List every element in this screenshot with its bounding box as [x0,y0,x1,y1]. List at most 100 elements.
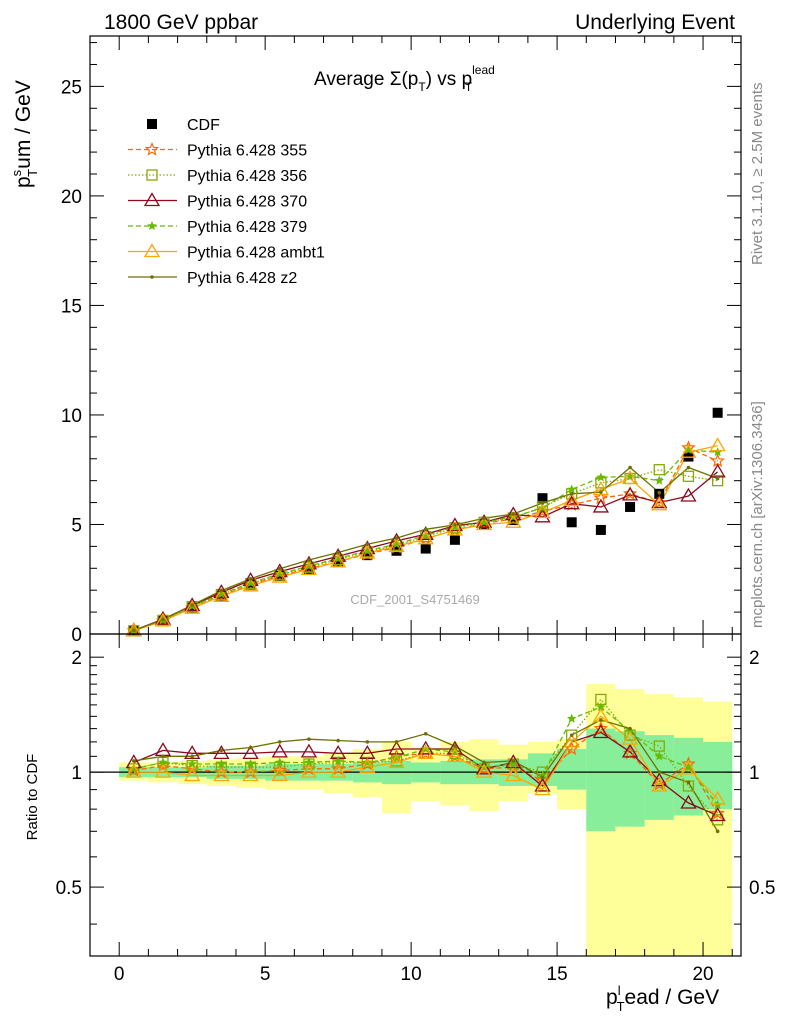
main-marker-pythia-6-428-370 [592,498,610,513]
ratio-marker-pythia-6-428-355 [476,761,492,775]
main-marker-pythia-6-428-355 [506,511,521,526]
ratio-marker-pythia-6-428-379 [654,751,664,761]
ratio-uncertainty-band-outer [673,697,704,956]
ratio-marker-pythia-6-428-z2 [686,780,691,785]
ratio-marker-pythia-6-428-z2 [277,740,282,744]
main-marker-pythia-6-428-z2 [511,512,516,516]
main-marker-pythia-6-428-ambt1 [417,530,434,545]
main-marker-pythia-6-428-356 [711,475,724,487]
ratio-marker-pythia-6-428-z2 [482,760,486,765]
ratio-marker-pythia-6-428-ambt1 [534,781,551,796]
main-marker-pythia-6-428-ambt1 [446,521,464,536]
legend-marker-pythia-6-428-z2 [150,275,154,279]
main-y-tick-label: 20 [61,187,82,208]
ratio-marker-pythia-6-428-379 [333,755,343,765]
main-marker-pythia-6-428-370 [505,506,522,521]
legend-marker-pythia-6-428-356 [146,169,158,181]
main-marker-pythia-6-428-379 [216,588,227,598]
main-marker-pythia-6-428-356 [653,464,665,476]
x-tick-label: 10 [401,964,422,985]
ratio-marker-pythia-6-428-z2 [131,759,136,763]
legend-marker-cdf [147,119,157,129]
ratio-marker-pythia-6-428-370 [154,742,172,757]
ratio-line-pythia-6-428-ambt1 [133,715,719,800]
ratio-marker-pythia-6-428-ambt1 [651,777,668,792]
main-marker-pythia-6-428-z2 [453,523,457,527]
main-marker-pythia-6-428-355 [535,503,550,518]
ratio-uncertainty-band-inner [557,748,587,790]
main-marker-pythia-6-428-379 [654,475,664,485]
ratio-marker-pythia-6-428-379 [245,759,256,769]
main-marker-cdf [362,550,373,561]
ratio-marker-pythia-6-428-ambt1 [154,763,172,778]
legend-label-pythia-6-428-355: Pythia 6.428 355 [187,143,307,160]
ratio-marker-pythia-6-428-370 [475,760,493,775]
ratio-marker-pythia-6-428-379 [508,759,519,769]
ratio-marker-pythia-6-428-379 [683,762,694,772]
ratio-marker-pythia-6-428-379 [216,759,227,769]
ratio-y-tick-label-right: 2 [749,648,760,669]
ratio-marker-pythia-6-428-z2 [190,754,194,759]
analysis-watermark: CDF_2001_S4751469 [350,592,479,607]
ratio-marker-pythia-6-428-370 [242,745,259,759]
ratio-y-tick-label: 0.5 [56,878,82,899]
ratio-marker-pythia-6-428-379 [158,757,168,767]
main-marker-pythia-6-428-ambt1 [242,577,259,592]
ratio-marker-pythia-6-428-z2 [453,744,457,748]
main-marker-pythia-6-428-z2 [190,603,194,607]
ratio-marker-pythia-6-428-ambt1 [505,767,522,782]
ratio-marker-pythia-6-428-ambt1 [475,763,493,778]
main-marker-pythia-6-428-370 [446,517,464,532]
ratio-marker-pythia-6-428-ambt1 [680,760,697,775]
main-marker-pythia-6-428-ambt1 [592,481,610,496]
main-marker-pythia-6-428-370 [651,494,668,509]
ratio-y-tick-label: 2 [71,648,82,669]
ratio-marker-pythia-6-428-ambt1 [330,763,347,778]
header-right: Underlying Event [575,11,735,34]
main-marker-pythia-6-428-379 [391,539,402,549]
main-marker-pythia-6-428-z2 [423,527,428,532]
ratio-marker-pythia-6-428-ambt1 [446,748,464,762]
main-marker-pythia-6-428-z2 [394,536,399,540]
ratio-marker-pythia-6-428-z2 [336,738,340,743]
main-marker-pythia-6-428-ambt1 [184,599,201,614]
main-y-axis-label: psTum / GeV [9,80,40,188]
x-tick-label: 15 [547,964,568,985]
ratio-y-tick-label: 1 [71,763,82,784]
main-marker-pythia-6-428-z2 [715,476,720,481]
main-marker-pythia-6-428-z2 [131,628,136,633]
ratio-plot-frame [89,633,742,957]
ratio-uncertainty-band-inner [673,737,704,816]
main-marker-pythia-6-428-379 [712,447,723,457]
main-marker-pythia-6-428-z2 [657,490,662,495]
main-y-tick-label: 25 [61,77,82,98]
ratio-marker-pythia-6-428-356 [653,740,665,752]
ratio-marker-pythia-6-428-z2 [365,740,370,744]
ratio-marker-pythia-6-428-z2 [511,759,516,763]
main-marker-pythia-6-428-ambt1 [388,538,405,553]
ratio-markers-layer [125,693,726,834]
main-marker-pythia-6-428-370 [563,495,580,510]
main-marker-pythia-6-428-ambt1 [709,437,726,452]
x-tick-label: 5 [260,964,271,985]
ratio-marker-pythia-6-428-z2 [599,718,603,722]
main-marker-pythia-6-428-379 [362,545,373,555]
main-marker-pythia-6-428-370 [359,540,376,555]
main-marker-pythia-6-428-379 [421,530,431,540]
main-marker-pythia-6-428-z2 [540,501,545,505]
ratio-marker-pythia-6-428-z2 [423,732,428,736]
ratio-marker-pythia-6-428-ambt1 [359,758,376,773]
ratio-marker-pythia-6-428-ambt1 [388,754,405,769]
ratio-y-tick-label-right: 0.5 [749,878,775,899]
main-marker-cdf [712,407,723,418]
header-left: 1800 GeV ppbar [104,11,258,34]
legend-label-pythia-6-428-379: Pythia 6.428 379 [187,219,307,236]
main-marker-pythia-6-428-379 [245,578,256,587]
main-marker-pythia-6-428-z2 [569,492,574,496]
main-marker-pythia-6-428-379 [275,568,285,578]
ratio-axes-layer: 0.5 0.51 12 20 5 10 15 20 [56,633,775,985]
ratio-marker-pythia-6-428-ambt1 [125,763,142,778]
ratio-marker-pythia-6-428-ambt1 [300,763,318,778]
main-marker-pythia-6-428-ambt1 [651,496,668,511]
